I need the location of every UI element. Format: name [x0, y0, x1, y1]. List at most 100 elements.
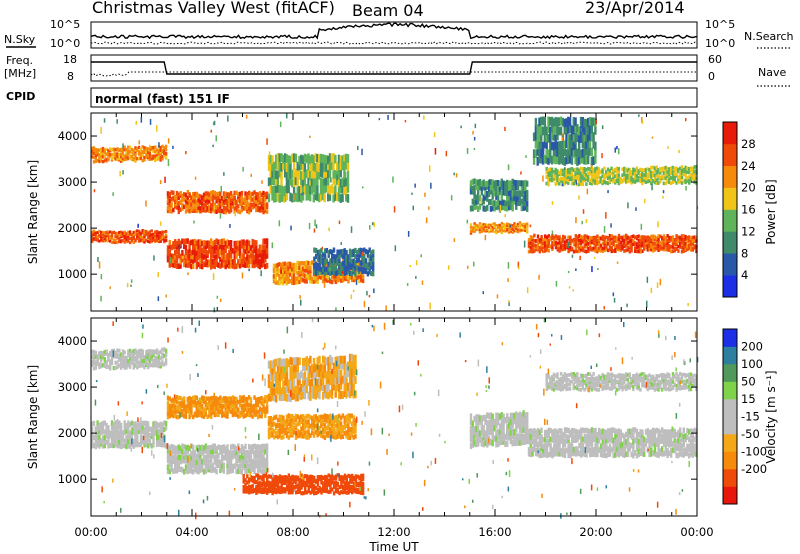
power-cell — [251, 202, 254, 208]
power-cell — [487, 191, 491, 198]
velocity-cell — [143, 359, 146, 364]
power-cell — [332, 277, 336, 282]
power-cell — [181, 197, 184, 203]
power-cell — [238, 240, 242, 247]
velocity-cell — [280, 393, 283, 402]
velocity-cell — [280, 358, 283, 367]
power-cell — [592, 246, 595, 251]
power-cell — [552, 141, 556, 151]
power-cell — [372, 256, 375, 262]
power-cell — [253, 262, 256, 269]
power-speckle-point — [411, 192, 413, 195]
power-cell — [298, 270, 301, 275]
power-cell — [159, 233, 162, 236]
power-cell — [583, 244, 586, 249]
velocity-cell — [323, 356, 327, 365]
velocity-cell — [233, 396, 236, 401]
velocity-cell — [210, 406, 213, 411]
power-cell — [168, 192, 171, 197]
velocity-cell — [258, 399, 262, 404]
power-cell — [668, 167, 671, 171]
velocity-cell — [318, 355, 321, 364]
power-speckle-point — [216, 295, 219, 299]
power-cell — [174, 249, 177, 256]
power-cell — [215, 249, 218, 255]
power-cell — [316, 276, 319, 281]
power-cell — [249, 194, 253, 200]
velocity-cell — [139, 355, 143, 360]
velocity-cell — [141, 354, 144, 359]
power-cell — [253, 247, 256, 254]
velocity-cell — [210, 453, 213, 459]
power-cell — [118, 156, 121, 161]
power-cell — [323, 270, 327, 276]
power-cell — [615, 173, 619, 177]
power-cell — [330, 153, 333, 163]
power-cell — [294, 153, 298, 163]
velocity-cell — [159, 441, 162, 448]
power-cell — [285, 191, 289, 201]
power-cell — [352, 258, 355, 264]
power-cell — [319, 153, 323, 163]
power-cell — [646, 247, 649, 252]
power-cell — [276, 184, 280, 193]
velocity-cell — [233, 406, 236, 412]
power-cell — [358, 261, 361, 266]
power-cell — [318, 262, 321, 268]
velocity-cell — [92, 366, 96, 371]
power-cell — [278, 280, 281, 286]
velocity-cell — [190, 407, 193, 413]
power-cell — [637, 234, 640, 239]
power-cell — [574, 246, 577, 250]
power-cell — [644, 170, 648, 174]
power-cell — [590, 240, 594, 245]
power-cell — [540, 243, 543, 248]
power-speckle-point — [165, 294, 167, 298]
power-cell — [662, 170, 666, 175]
power-cell — [265, 202, 269, 207]
power-cell — [332, 161, 335, 171]
power-cell — [682, 246, 685, 250]
power-cell — [610, 241, 613, 245]
power-speckle-point — [421, 280, 424, 285]
velocity-cell — [296, 386, 299, 395]
velocity-cell — [300, 384, 303, 392]
power-cell — [489, 199, 493, 205]
velocity-cell — [285, 414, 289, 420]
power-speckle-point — [561, 183, 564, 186]
power-cell — [143, 155, 146, 160]
power-cell — [478, 228, 482, 232]
power-cell — [228, 259, 231, 265]
velocity-cell — [195, 406, 198, 412]
power-cell — [558, 177, 561, 182]
power-cell — [484, 181, 487, 188]
power-cell — [322, 262, 325, 268]
power-speckle-point — [590, 165, 593, 169]
velocity-cell — [119, 422, 123, 428]
power-cell — [621, 239, 624, 243]
power-cell — [312, 193, 315, 203]
velocity-cell — [215, 453, 218, 460]
power-cell — [179, 199, 182, 204]
power-cell — [572, 241, 576, 245]
power-cell — [601, 181, 604, 186]
power-cell — [343, 260, 346, 266]
power-cell — [574, 167, 577, 172]
power-cell — [163, 151, 166, 155]
power-speckle-point — [116, 119, 118, 124]
power-cell — [220, 196, 224, 201]
power-cell — [177, 248, 180, 254]
power-cell — [603, 235, 606, 240]
power-cell — [608, 179, 611, 183]
power-speckle-point — [309, 135, 311, 138]
power-cell — [301, 171, 305, 180]
power-cell — [543, 133, 547, 142]
power-cell — [572, 174, 575, 179]
velocity-cell — [287, 427, 290, 432]
power-cell — [206, 200, 209, 206]
power-cell — [680, 245, 684, 250]
power-cell — [693, 176, 696, 181]
power-speckle-point — [212, 144, 214, 148]
power-speckle-point — [100, 295, 102, 302]
power-cell — [289, 264, 292, 269]
